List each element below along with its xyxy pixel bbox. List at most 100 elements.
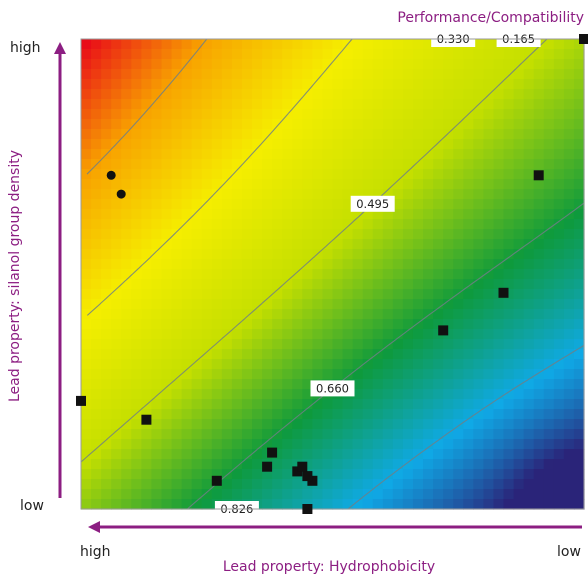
heatmap-cell — [181, 499, 193, 510]
heatmap-cell — [282, 349, 293, 360]
heatmap-cell — [443, 299, 454, 310]
heatmap-cell — [563, 459, 575, 470]
heatmap-cell — [241, 89, 253, 100]
heatmap-cell — [553, 149, 565, 160]
heatmap-cell — [191, 359, 203, 370]
heatmap-cell — [81, 129, 92, 140]
heatmap-cell — [151, 409, 163, 420]
heatmap-cell — [423, 59, 434, 70]
heatmap-cell — [231, 439, 243, 450]
heatmap-cell — [252, 219, 263, 230]
heatmap-cell — [171, 349, 183, 360]
heatmap-cell — [523, 89, 535, 100]
heatmap-cell — [443, 429, 454, 440]
heatmap-cell — [382, 439, 394, 450]
heatmap-cell — [272, 269, 283, 280]
heatmap-cell — [252, 109, 263, 120]
heatmap-cell — [382, 459, 394, 470]
heatmap-cell — [151, 359, 163, 370]
heatmap-cell — [91, 239, 102, 250]
heatmap-cell — [302, 249, 313, 260]
heatmap-cell — [553, 499, 565, 510]
heatmap-cell — [573, 269, 585, 280]
heatmap-cell — [332, 429, 344, 440]
heatmap-cell — [121, 339, 132, 350]
heatmap-cell — [81, 279, 92, 290]
heatmap-cell — [312, 479, 324, 490]
heatmap-cell — [302, 289, 313, 300]
heatmap-cell — [312, 279, 324, 290]
heatmap-cell — [402, 39, 414, 50]
heatmap-cell — [312, 449, 324, 460]
heatmap-cell — [201, 399, 213, 410]
heatmap-cell — [543, 69, 555, 80]
heatmap-cell — [553, 289, 565, 300]
heatmap-cell — [412, 279, 424, 290]
heatmap-cell — [543, 449, 555, 460]
heatmap-cell — [221, 439, 233, 450]
heatmap-cell — [181, 339, 193, 350]
heatmap-cell — [292, 389, 303, 400]
heatmap-cell — [101, 409, 112, 420]
heatmap-cell — [553, 239, 565, 250]
heatmap-cell — [111, 309, 122, 320]
heatmap-cell — [252, 249, 263, 260]
heatmap-cell — [382, 39, 394, 50]
heatmap-cell — [312, 39, 324, 50]
heatmap-cell — [131, 249, 142, 260]
heatmap-cell — [473, 489, 484, 500]
heatmap-cell — [302, 279, 313, 290]
heatmap-cell — [573, 389, 585, 400]
heatmap-cell — [282, 219, 293, 230]
heatmap-cell — [91, 479, 102, 490]
heatmap-cell — [543, 149, 555, 160]
heatmap-cell — [563, 199, 575, 210]
heatmap-cell — [433, 259, 444, 270]
heatmap-cell — [483, 139, 495, 150]
heatmap-cell — [111, 489, 122, 500]
heatmap-cell — [573, 399, 585, 410]
heatmap-cell — [211, 79, 223, 90]
heatmap-cell — [543, 59, 555, 70]
heatmap-cell — [111, 439, 122, 450]
heatmap-cell — [402, 129, 414, 140]
heatmap-cell — [372, 299, 384, 310]
heatmap-cell — [513, 379, 525, 390]
heatmap-cell — [433, 309, 444, 320]
heatmap-cell — [312, 139, 324, 150]
heatmap-cell — [292, 489, 303, 500]
heatmap-cell — [473, 179, 484, 190]
heatmap-cell — [101, 299, 112, 310]
heatmap-cell — [412, 429, 424, 440]
heatmap-cell — [423, 99, 434, 110]
heatmap-cell — [382, 219, 394, 230]
heatmap-cell — [463, 339, 474, 350]
heatmap-cell — [573, 49, 585, 60]
heatmap-cell — [392, 359, 404, 370]
heatmap-cell — [211, 309, 223, 320]
heatmap-cell — [81, 59, 92, 70]
heatmap-cell — [151, 209, 163, 220]
heatmap-cell — [322, 99, 334, 110]
heatmap-cell — [322, 429, 334, 440]
heatmap-cell — [181, 109, 193, 120]
heatmap-cell — [191, 499, 203, 510]
heatmap-cell — [121, 139, 132, 150]
heatmap-cell — [473, 369, 484, 380]
heatmap-cell — [553, 319, 565, 330]
heatmap-cell — [513, 449, 525, 460]
heatmap-cell — [513, 239, 525, 250]
heatmap-cell — [473, 119, 484, 130]
heatmap-cell — [241, 179, 253, 190]
heatmap-cell — [141, 129, 153, 140]
heatmap-cell — [151, 469, 163, 480]
heatmap-cell — [91, 219, 102, 230]
heatmap-cell — [503, 179, 515, 190]
heatmap-cell — [241, 329, 253, 340]
heatmap-cell — [443, 269, 454, 280]
heatmap-cell — [81, 39, 92, 50]
heatmap-cell — [352, 349, 364, 360]
heatmap-cell — [433, 59, 444, 70]
heatmap-cell — [553, 119, 565, 130]
heatmap-cell — [342, 339, 354, 350]
